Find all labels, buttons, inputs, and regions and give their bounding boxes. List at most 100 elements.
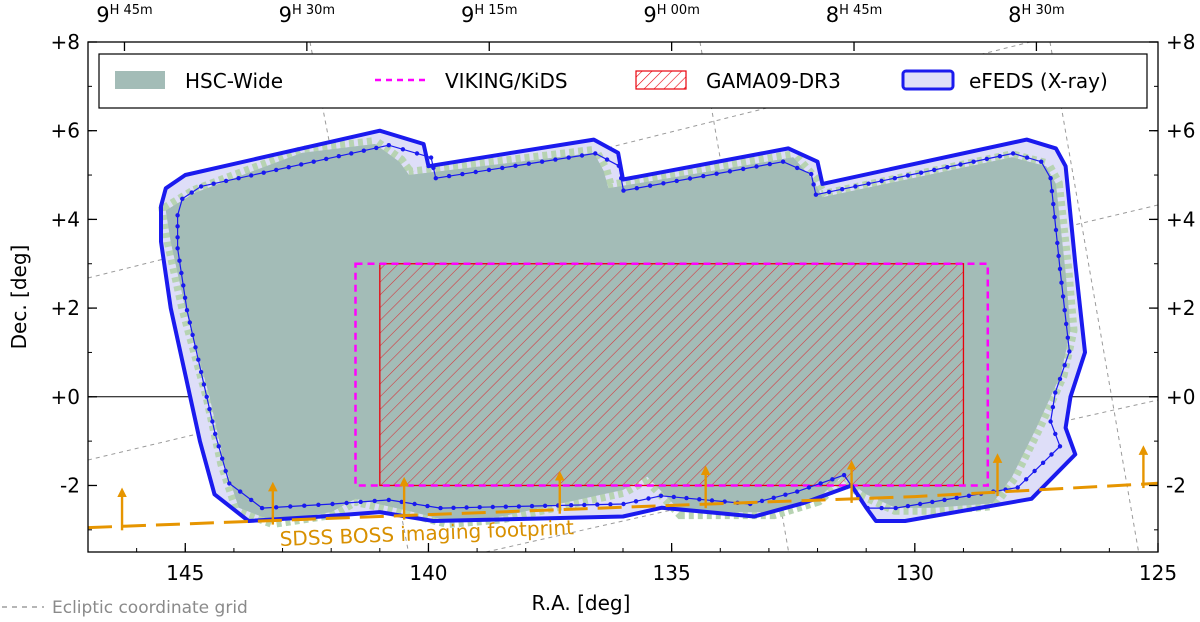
boss-footprint-label: SDSS BOSS imaging footprint (279, 515, 574, 551)
efeds-contour-point (879, 178, 884, 184)
efeds-contour-point (1057, 266, 1063, 272)
x-tick-label: 135 (653, 561, 691, 585)
y-tick-label-left: +8 (51, 30, 80, 54)
top-tick-label: 9H 00m (643, 3, 700, 27)
efeds-contour-point (1062, 363, 1067, 368)
efeds-contour-point (198, 184, 204, 189)
legend-swatch-hsc-wide (115, 71, 165, 89)
efeds-footprint-outline (159, 128, 1087, 523)
efeds-contour-point (771, 495, 776, 500)
efeds-contour-point (210, 419, 215, 424)
efeds-contour-point (216, 444, 221, 449)
efeds-contour-point (500, 165, 505, 171)
efeds-contour-point (579, 153, 585, 158)
efeds-contour-point (207, 406, 212, 412)
efeds-contour-point (181, 283, 186, 288)
efeds-contour-point (175, 224, 180, 229)
efeds-contour-point (201, 382, 207, 387)
efeds-contour-point (1062, 308, 1067, 313)
efeds-contour-point (372, 498, 377, 504)
efeds-contour-point (358, 499, 363, 505)
efeds-contour-point (1065, 335, 1071, 340)
y-tick-label-right: +4 (1166, 207, 1195, 231)
efeds-contour-point (526, 161, 531, 166)
y-axis-title: Dec. [deg] (7, 245, 31, 350)
efeds-contour-point (701, 173, 706, 179)
efeds-contour-point (1052, 214, 1057, 220)
efeds-contour-point (184, 308, 190, 313)
efeds-contour-point (213, 431, 218, 437)
gama09-region (379, 263, 965, 487)
legend-box (98, 53, 1148, 109)
efeds-contour-point (966, 493, 972, 498)
y-tick-label-left: +0 (51, 385, 80, 409)
efeds-contour-point (486, 167, 492, 173)
efeds-contour-point (324, 156, 329, 162)
efeds-contour-point (220, 456, 225, 461)
efeds-contour-point (473, 169, 478, 175)
y-tick-label-left: -2 (60, 473, 80, 497)
efeds-contour-point (658, 493, 664, 498)
top-tick-label: 9H 45m (96, 3, 152, 27)
efeds-contour-point (566, 155, 571, 160)
efeds-contour-point (780, 159, 786, 164)
x-axis-title: R.A. [deg] (532, 591, 631, 615)
sdss-boss-boundary (88, 481, 1158, 530)
efeds-contour-point (274, 505, 279, 510)
efeds-contour-point (182, 295, 188, 300)
efeds-contour-point (942, 497, 947, 503)
efeds-contour-point (425, 503, 430, 509)
efeds-contour-point (539, 159, 545, 164)
efeds-contour-point (853, 184, 858, 189)
efeds-contour-point (400, 147, 406, 152)
efeds-contour-point (302, 503, 307, 508)
top-tick-label: 8H 45m (826, 3, 883, 27)
efeds-contour-point (767, 161, 772, 167)
efeds-contour-point (893, 505, 898, 511)
efeds-contour-point (569, 503, 574, 508)
efeds-contour-point (412, 501, 417, 507)
x-tick-label: 145 (166, 561, 204, 585)
efeds-contour-point (274, 167, 279, 173)
efeds-contour-point (316, 502, 321, 507)
efeds-contour-point (451, 505, 456, 510)
efeds-contour-point (905, 173, 911, 178)
efeds-contour-point (709, 498, 715, 503)
efeds-contour-point (1050, 404, 1056, 410)
efeds-contour-point (604, 157, 610, 162)
efeds-contour-point (892, 176, 897, 181)
efeds-contour-point (741, 166, 746, 172)
efeds-contour-point (945, 165, 950, 170)
efeds-contour-point (1032, 468, 1037, 474)
efeds-contour-point (1055, 240, 1060, 246)
efeds-contour-point (1057, 376, 1063, 382)
efeds-contour-point (866, 181, 871, 186)
efeds-contour-point (464, 505, 469, 510)
efeds-contour-point (818, 481, 823, 486)
efeds-contour-point (1060, 294, 1066, 299)
efeds-contour-point (503, 504, 508, 509)
x-axis-ticks: 145 140 135 130 125 (87, 543, 1177, 585)
efeds-contour-point (311, 159, 316, 164)
efeds-contour-point (374, 145, 379, 151)
y-tick-label-right: +0 (1166, 385, 1195, 409)
efeds-contour-point (646, 496, 651, 501)
efeds-contour-point (238, 489, 243, 494)
efeds-contour-point (187, 320, 192, 325)
efeds-contour-point (1049, 188, 1055, 194)
legend-label-gama09: GAMA09-DR3 (706, 69, 841, 93)
efeds-contour-point (633, 499, 639, 504)
efeds-contour-point (1053, 431, 1058, 437)
efeds-contour-point (288, 504, 293, 509)
efeds-contour-point (336, 154, 341, 159)
efeds-contour-point (697, 497, 702, 502)
efeds-contour-point (714, 171, 719, 176)
efeds-contour-point (811, 182, 816, 187)
efeds-contour-point (259, 505, 265, 511)
efeds-contour-point (795, 165, 800, 171)
efeds-contour-point (1024, 155, 1030, 160)
efeds-contour-point (608, 502, 613, 507)
efeds-contour-point (386, 497, 391, 503)
efeds-contour-point (997, 154, 1003, 159)
